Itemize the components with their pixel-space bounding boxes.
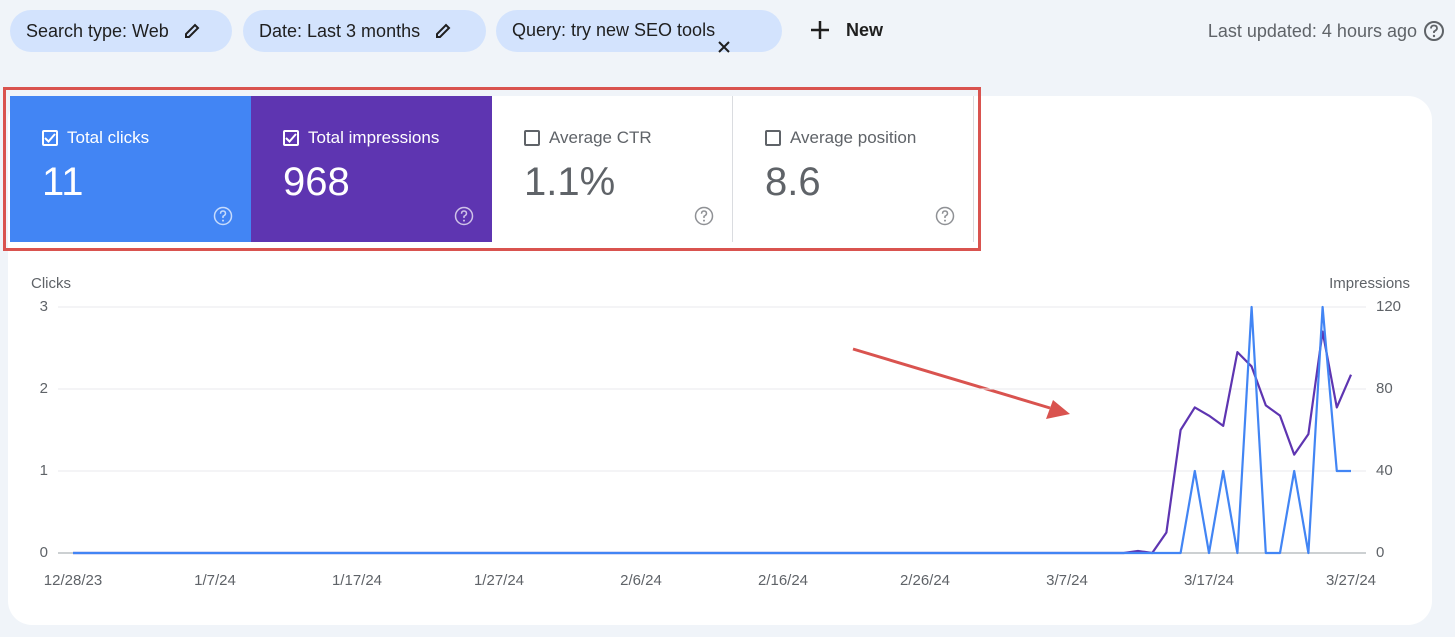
y-tick-label: 2 [40,380,48,397]
x-tick-label: 3/7/24 [1046,572,1088,589]
metric-value: 11 [42,160,84,204]
help-icon[interactable] [213,206,233,226]
new-button[interactable]: New [808,18,883,42]
x-tick-label: 1/7/24 [194,572,236,589]
metric-tile[interactable]: Average position 8.6 [733,96,974,242]
y-tick-label: 0 [40,544,48,561]
filter-chip[interactable]: Date: Last 3 months [243,10,486,52]
close-icon[interactable] [717,40,731,54]
help-icon[interactable] [1423,20,1445,42]
metric-tile[interactable]: Total impressions 968 [251,96,492,242]
help-icon[interactable] [935,206,955,226]
arrow-head [1046,400,1070,419]
metric-label: Total clicks [67,128,150,147]
checkbox[interactable] [765,130,781,146]
last-updated-text: Last updated: 4 hours ago [1207,20,1417,41]
y-tick-label: 1 [40,462,48,479]
y2-tick-label: 40 [1376,462,1393,479]
x-tick-label: 12/28/23 [44,572,102,589]
metric-label: Average CTR [549,128,652,147]
metric-label: Total impressions [308,128,440,147]
edit-icon [436,23,451,38]
help-icon[interactable] [694,206,714,226]
filter-label: Query: try new SEO tools [512,20,716,40]
metric-value: 8.6 [765,160,821,204]
annotation-arrow [852,347,1051,410]
plus-icon [811,21,829,39]
y2-tick-label: 120 [1376,298,1401,315]
y2-tick-label: 0 [1376,544,1384,561]
checkbox[interactable] [42,130,58,146]
series-line [73,330,1353,555]
filter-label: Date: Last 3 months [259,20,421,41]
edit-icon [184,23,200,38]
metric-tile[interactable]: Average CTR 1.1% [492,96,733,242]
new-label: New [846,19,884,40]
y2-axis-title: Impressions [1329,275,1410,292]
metric-value: 968 [283,160,350,204]
metric-value: 1.1% [524,160,616,204]
x-tick-label: 3/17/24 [1184,572,1234,589]
metric-tile[interactable]: Total clicks 11 [10,96,251,242]
x-tick-label: 2/16/24 [758,572,808,589]
y-tick-label: 3 [40,298,48,315]
y2-tick-label: 80 [1376,380,1393,397]
metric-label: Average position [790,128,917,147]
x-tick-label: 2/26/24 [900,572,950,589]
series-line [73,305,1351,555]
filter-chip[interactable]: Search type: Web [10,10,232,52]
highlight-box [3,87,981,251]
last-updated: Last updated: 4 hours ago [1208,20,1445,42]
help-icon[interactable] [454,206,474,226]
filter-label: Search type: Web [26,20,169,41]
checkbox[interactable] [524,130,540,146]
x-tick-label: 3/27/24 [1326,572,1376,589]
x-tick-label: 1/17/24 [332,572,382,589]
y-axis-title: Clicks [31,275,71,292]
filter-chip[interactable]: Query: try new SEO tools [496,10,782,54]
x-tick-label: 2/6/24 [620,572,662,589]
checkbox[interactable] [283,130,299,146]
x-tick-label: 1/27/24 [474,572,524,589]
